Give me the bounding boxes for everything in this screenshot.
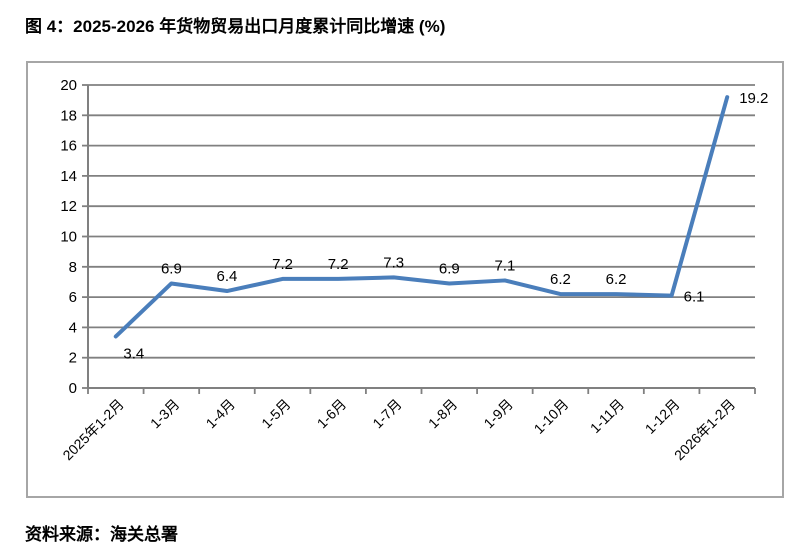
svg-text:7.3: 7.3 bbox=[383, 254, 404, 271]
svg-text:6.2: 6.2 bbox=[606, 271, 627, 288]
svg-text:1-4月: 1-4月 bbox=[203, 396, 239, 432]
svg-text:6.2: 6.2 bbox=[550, 271, 571, 288]
svg-text:3.4: 3.4 bbox=[123, 345, 144, 362]
svg-text:2: 2 bbox=[69, 350, 77, 367]
y-tick-labels: 0 2 4 6 8 10 12 14 16 18 20 bbox=[60, 77, 77, 397]
svg-text:16: 16 bbox=[60, 138, 77, 155]
series-line bbox=[113, 95, 730, 339]
svg-text:0: 0 bbox=[69, 380, 77, 397]
chart-frame: 0 2 4 6 8 10 12 14 16 18 20 2025年1-2月 1-3月 1-4月 1-5月 1-… bbox=[26, 61, 784, 498]
x-tick-labels: 2025年1-2月 1-3月 1-4月 1-5月 1-6月 1-7月 1-8月 1-9月 1-1… bbox=[59, 396, 738, 463]
svg-text:1-3月: 1-3月 bbox=[147, 396, 183, 432]
svg-text:2025年1-2月: 2025年1-2月 bbox=[59, 396, 126, 463]
svg-text:6.9: 6.9 bbox=[439, 260, 460, 277]
svg-text:1-6月: 1-6月 bbox=[314, 396, 350, 432]
tick-marks bbox=[82, 84, 756, 394]
svg-text:7.1: 7.1 bbox=[494, 257, 515, 274]
svg-text:8: 8 bbox=[69, 259, 77, 276]
svg-text:19.2: 19.2 bbox=[739, 90, 768, 107]
data-labels: 3.4 6.9 6.4 7.2 7.2 7.3 6.9 7.1 6.2 6.2 6.1 19.2 bbox=[123, 90, 768, 362]
gridlines bbox=[88, 84, 755, 359]
svg-text:6.9: 6.9 bbox=[161, 260, 182, 277]
figure-title: 图 4：2025-2026 年货物贸易出口月度累计同比增速 (%) bbox=[25, 17, 446, 36]
svg-text:1-5月: 1-5月 bbox=[258, 396, 294, 432]
svg-text:6.1: 6.1 bbox=[684, 289, 705, 306]
svg-text:14: 14 bbox=[60, 168, 77, 185]
svg-text:7.2: 7.2 bbox=[272, 256, 293, 273]
svg-text:1-11月: 1-11月 bbox=[587, 396, 627, 436]
svg-text:7.2: 7.2 bbox=[328, 256, 349, 273]
line-chart: 0 2 4 6 8 10 12 14 16 18 20 2025年1-2月 1-3月 1-4月 1-5月 1-… bbox=[59, 77, 768, 463]
svg-text:18: 18 bbox=[60, 107, 77, 124]
svg-text:10: 10 bbox=[60, 229, 77, 246]
svg-text:6.4: 6.4 bbox=[217, 268, 238, 285]
svg-text:20: 20 bbox=[60, 77, 77, 94]
svg-text:1-12月: 1-12月 bbox=[642, 396, 683, 437]
svg-text:12: 12 bbox=[60, 198, 77, 215]
svg-text:4: 4 bbox=[69, 319, 77, 336]
svg-text:1-7月: 1-7月 bbox=[369, 396, 405, 432]
svg-text:1-9月: 1-9月 bbox=[480, 396, 516, 432]
figure-source: 资料来源：海关总署 bbox=[25, 525, 178, 544]
svg-text:1-8月: 1-8月 bbox=[425, 396, 461, 432]
svg-text:1-10月: 1-10月 bbox=[531, 396, 572, 437]
svg-text:6: 6 bbox=[69, 289, 77, 306]
data-series bbox=[113, 95, 730, 339]
